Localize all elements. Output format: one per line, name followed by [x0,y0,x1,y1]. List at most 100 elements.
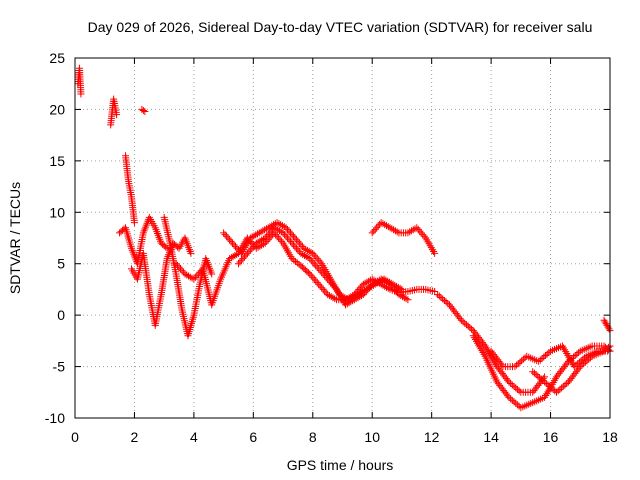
data-point [239,255,247,263]
data-point [359,291,367,299]
data-point [561,381,569,389]
data-point [439,295,447,303]
data-point [407,227,415,235]
data-point [257,228,265,236]
data-point [377,219,385,227]
data-point [545,349,553,357]
data-point [362,287,370,295]
data-point [285,227,293,235]
data-point [226,255,234,263]
data-point [273,232,281,240]
data-point [190,275,198,283]
data-point [284,234,292,242]
data-point [546,382,554,390]
data-point [261,234,269,242]
data-point [518,357,526,365]
data-point [368,280,376,288]
data-point [480,340,488,348]
series-arc-10 [368,219,439,257]
data-point [384,223,392,231]
data-point [459,318,467,326]
y-tick-label: 5 [57,256,65,272]
data-point [390,226,398,234]
data-point [388,225,396,233]
series-arc-15 [600,316,614,335]
data-point [354,294,362,302]
data-point [303,246,311,254]
data-point [379,276,387,284]
data-point [113,111,121,119]
data-point [250,232,258,240]
data-point [276,236,284,244]
data-point [361,289,369,297]
data-point [352,295,360,303]
data-point [245,248,253,256]
data-point [391,285,399,293]
data-point [515,387,523,395]
data-point [437,294,445,302]
data-point [359,280,367,288]
series-arc-14 [529,342,614,396]
data-point [377,275,385,283]
data-point [313,263,321,271]
data-point [543,350,551,358]
data-point [356,284,364,292]
data-marks [74,64,614,412]
y-tick-label: 0 [57,307,65,323]
data-point [537,375,545,383]
data-point [264,231,272,239]
data-point [363,278,371,286]
data-point [402,295,410,303]
data-point [286,237,294,245]
data-point [575,349,583,357]
data-point [539,377,547,385]
data-point [549,385,557,393]
data-point [519,355,527,363]
data-point [381,221,389,229]
data-point [417,229,425,237]
data-point [547,384,555,392]
data-point [315,256,323,264]
data-point [572,361,580,369]
data-point [227,237,235,245]
data-point [400,294,408,302]
data-point [294,237,302,245]
data-point [275,234,283,242]
data-point [542,379,550,387]
ticks [74,57,611,419]
x-tick-label: 8 [309,429,317,445]
data-point [312,253,320,261]
data-point [431,287,439,295]
data-point [347,298,355,306]
data-point [382,222,390,230]
data-point [386,224,394,232]
data-point [586,354,594,362]
data-point [508,381,516,389]
data-point [315,265,323,273]
data-point [404,229,412,237]
data-point [288,231,296,239]
data-point [558,384,566,392]
data-point [263,232,271,240]
data-point [258,236,266,244]
data-point [290,256,298,264]
series-arc-3 [122,152,138,227]
data-point [312,261,320,269]
data-point [538,354,546,362]
data-point [573,350,581,358]
data-point [240,253,248,261]
data-point [194,270,202,278]
data-point [399,293,407,301]
data-point [306,255,314,263]
data-point [236,258,244,266]
data-point [141,107,149,115]
data-point [284,225,292,233]
data-point [350,296,358,304]
data-point [300,244,308,252]
data-point [264,224,272,232]
data-point [77,90,85,98]
data-point [261,226,269,234]
data-point [510,398,518,406]
data-point [541,352,549,360]
